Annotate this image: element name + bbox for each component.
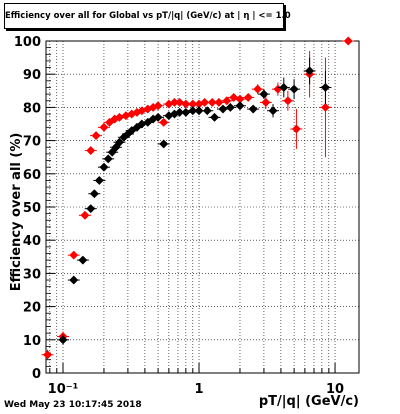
y-tick-label: 50 bbox=[23, 201, 41, 216]
black-data-point bbox=[58, 335, 68, 345]
red-data-point bbox=[159, 117, 169, 127]
x-tick-label: 10 bbox=[326, 382, 344, 397]
red-data-point bbox=[343, 36, 353, 46]
red-data-point bbox=[291, 124, 301, 134]
black-data-point bbox=[94, 175, 104, 185]
chart-title-box: Efficiency over all for Global vs pT/|q|… bbox=[4, 3, 291, 29]
black-data-point bbox=[114, 137, 124, 147]
black-data-point bbox=[159, 139, 169, 149]
axis-ticks bbox=[46, 40, 336, 374]
y-tick-label: 0 bbox=[32, 367, 41, 382]
y-tick-label: 60 bbox=[23, 168, 41, 183]
black-data-point bbox=[235, 101, 245, 111]
black-data-point bbox=[86, 204, 96, 214]
black-data-point bbox=[289, 84, 299, 94]
y-tick-label: 10 bbox=[23, 334, 41, 349]
x-tick-label: 1 bbox=[194, 382, 203, 397]
y-tick-labels: 0 10 20 30 40 50 60 70 80 90 100 bbox=[14, 35, 41, 382]
black-data-point bbox=[103, 154, 113, 164]
red-data-point bbox=[243, 92, 253, 102]
red-data-point bbox=[222, 96, 232, 106]
red-data-point bbox=[283, 96, 293, 106]
black-data-point bbox=[202, 106, 212, 116]
red-data-point bbox=[320, 102, 330, 112]
red-data-point bbox=[153, 101, 163, 111]
data-points bbox=[41, 36, 355, 360]
y-tick-label: 70 bbox=[23, 135, 41, 150]
red-data-point bbox=[253, 84, 263, 94]
black-data-point bbox=[248, 104, 258, 114]
y-tick-label: 40 bbox=[23, 234, 41, 249]
y-tick-label: 80 bbox=[23, 101, 41, 116]
black-data-point bbox=[153, 112, 163, 122]
grid-lines bbox=[46, 41, 359, 373]
x-tick-label: 10⁻¹ bbox=[48, 382, 79, 397]
black-data-point bbox=[225, 102, 235, 112]
black-data-point bbox=[78, 255, 88, 265]
y-axis-label: Efficiency over all (%) bbox=[9, 133, 24, 292]
y-tick-label: 30 bbox=[23, 267, 41, 282]
red-data-point bbox=[200, 97, 210, 107]
y-tick-label: 90 bbox=[23, 68, 41, 83]
red-data-point bbox=[207, 97, 217, 107]
black-data-point bbox=[175, 107, 185, 117]
red-data-point bbox=[69, 250, 79, 260]
black-data-point bbox=[69, 275, 79, 285]
chart-title: Efficiency over all for Global vs pT/|q|… bbox=[5, 11, 291, 21]
red-data-point bbox=[80, 210, 90, 220]
y-tick-label: 20 bbox=[23, 301, 41, 316]
black-data-point bbox=[259, 89, 269, 99]
timestamp: Wed May 23 10:17:45 2018 bbox=[4, 400, 142, 410]
red-data-point bbox=[86, 146, 96, 156]
black-data-point bbox=[320, 82, 330, 93]
x-tick-labels: 10⁻¹ 1 10 bbox=[48, 382, 344, 397]
black-data-point bbox=[194, 106, 204, 116]
black-data-point bbox=[188, 106, 198, 116]
x-axis-label: pT/|q| (GeV/c) bbox=[259, 394, 359, 409]
black-data-point bbox=[89, 189, 99, 199]
black-data-point bbox=[305, 66, 315, 76]
red-data-point bbox=[99, 122, 109, 132]
black-data-point bbox=[209, 112, 220, 122]
black-data-point bbox=[279, 82, 289, 93]
red-data-point bbox=[91, 131, 101, 141]
y-tick-label: 100 bbox=[14, 35, 41, 50]
red-data-point bbox=[261, 97, 271, 107]
black-data-point bbox=[99, 162, 109, 172]
black-data-point bbox=[268, 106, 278, 116]
red-data-point bbox=[43, 350, 53, 360]
